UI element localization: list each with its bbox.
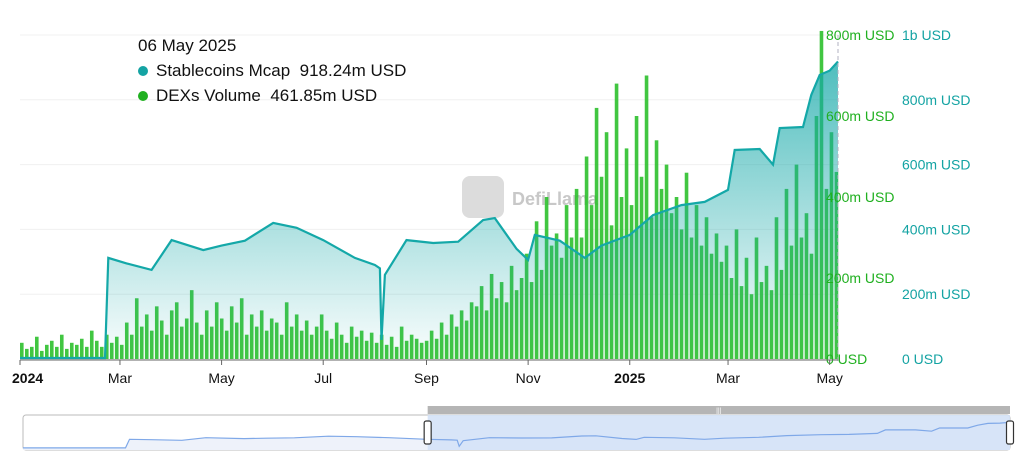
y-right-tick-label: 600m USD: [902, 157, 970, 173]
volume-bar: [49, 340, 54, 359]
y-axis-right: 0 USD 200m USD 400m USD 600m USD 800m USD 1b …: [902, 27, 970, 367]
volume-bar: [20, 342, 24, 359]
y-left-tick-label: 400m USD: [826, 189, 894, 205]
y-right-tick-label: 800m USD: [902, 92, 970, 108]
date-range-slider[interactable]: |||: [22, 406, 1015, 451]
minimap-drag-bar[interactable]: [427, 406, 1010, 414]
volume-bar: [94, 340, 99, 359]
volume-bar: [34, 336, 39, 359]
tooltip-row-dex-volume: DEXs Volume 461.85m USD: [138, 83, 406, 108]
volume-bar: [69, 342, 74, 359]
llama-logo-icon: [462, 176, 504, 218]
x-tick-label: May: [816, 370, 842, 386]
y-left-tick-label: 200m USD: [826, 270, 894, 286]
x-axis: 2024 Mar May Jul Sep Nov 2025 Mar May: [12, 359, 843, 386]
volume-bar: [39, 350, 44, 359]
minimap-line: [23, 421, 1011, 449]
volume-bar: [99, 346, 104, 359]
tooltip-label: DEXs Volume: [156, 86, 261, 105]
y-left-tick-label: 600m USD: [826, 108, 894, 124]
y-right-tick-label: 200m USD: [902, 286, 970, 302]
volume-bar: [54, 346, 59, 359]
x-tick-label: Jul: [314, 370, 332, 386]
x-tick-label: 2024: [12, 370, 43, 386]
stablecoins-legend-dot: [138, 66, 148, 76]
y-left-tick-label: 800m USD: [826, 27, 894, 43]
volume-bar: [74, 344, 79, 359]
x-tick-label: May: [208, 370, 234, 386]
volume-bar: [59, 334, 64, 359]
tooltip-value: 461.85m USD: [270, 86, 378, 105]
y-right-tick-label: 0 USD: [902, 351, 943, 367]
tooltip-label: Stablecoins Mcap: [156, 61, 291, 80]
volume-bar: [614, 83, 619, 359]
y-right-tick-label: 1b USD: [902, 27, 951, 43]
volume-bar: [644, 75, 649, 359]
volume-bar: [44, 344, 49, 359]
tooltip-date: 06 May 2025: [138, 36, 237, 55]
y-left-tick-label: 0 USD: [826, 351, 867, 367]
volume-bar: [89, 330, 94, 359]
volume-bar: [29, 346, 34, 359]
dex-volume-legend-dot: [138, 91, 148, 101]
volume-bar: [64, 348, 69, 359]
volume-bar: [79, 338, 84, 359]
volume-bar: [84, 346, 89, 359]
y-axis-left: 0 USD 200m USD 400m USD 600m USD 800m USD: [826, 27, 894, 367]
x-tick-label: Mar: [716, 370, 740, 386]
volume-bar: [24, 348, 29, 359]
stablecoins-line: [20, 60, 839, 360]
tooltip-row-stablecoins: Stablecoins Mcap 918.24m USD: [138, 58, 406, 83]
x-tick-label: Sep: [414, 370, 439, 386]
minimap-selection: [427, 415, 1010, 450]
x-tick-label: Mar: [108, 370, 132, 386]
stablecoins-area: [20, 60, 839, 360]
drag-grip-icon: |||: [716, 408, 722, 415]
y-right-tick-label: 400m USD: [902, 221, 970, 237]
tooltip: 06 May 2025 Stablecoins Mcap 918.24m USD…: [138, 33, 406, 108]
volume-bar: [594, 107, 599, 360]
minimap-handle[interactable]: [423, 420, 432, 445]
tooltip-value: 918.24m USD: [299, 61, 407, 80]
x-tick-label: Nov: [516, 370, 541, 386]
stablecoins-area-fill: [20, 61, 838, 359]
minimap-handle[interactable]: [1005, 420, 1015, 445]
x-tick-label: 2025: [614, 370, 645, 386]
